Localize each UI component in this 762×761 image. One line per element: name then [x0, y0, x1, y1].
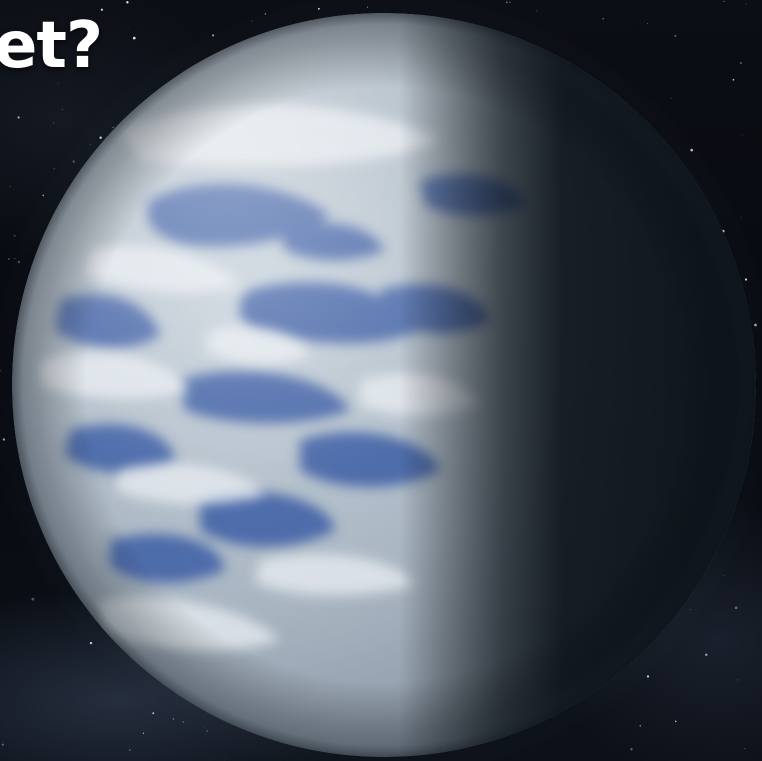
star [647, 23, 648, 25]
star [723, 574, 725, 576]
star [126, 1, 129, 4]
star [670, 97, 672, 99]
star [745, 3, 747, 5]
star [206, 730, 208, 732]
star [674, 34, 677, 37]
star [690, 609, 691, 610]
star [744, 278, 748, 281]
star [734, 606, 738, 610]
star [737, 679, 739, 681]
star [211, 34, 215, 37]
star [89, 641, 93, 645]
star [142, 732, 145, 734]
star [1, 743, 4, 746]
star [13, 234, 16, 237]
star [17, 116, 20, 119]
star [202, 727, 204, 729]
star [132, 36, 136, 40]
star [630, 748, 633, 751]
star [705, 653, 708, 656]
star [7, 257, 10, 260]
star [99, 136, 102, 139]
star [182, 721, 184, 723]
star [639, 725, 642, 727]
star [72, 160, 75, 163]
star [723, 0, 725, 3]
star [89, 143, 92, 146]
star [129, 749, 131, 751]
star [506, 1, 508, 4]
headline-text: et? [0, 9, 103, 83]
star [152, 712, 155, 715]
star [739, 61, 743, 65]
star [14, 258, 16, 260]
star [224, 759, 225, 761]
star [251, 20, 253, 22]
star [0, 369, 1, 372]
star [732, 78, 735, 81]
star [509, 1, 511, 3]
star [317, 7, 320, 10]
star [9, 186, 11, 188]
star [53, 122, 55, 124]
star [602, 17, 605, 20]
star [100, 8, 104, 11]
star [112, 126, 114, 128]
star [53, 168, 55, 170]
star [57, 82, 59, 84]
star [128, 28, 129, 29]
star [740, 216, 742, 218]
star [536, 10, 538, 12]
star [31, 597, 35, 601]
star [646, 675, 650, 678]
star [675, 720, 677, 723]
star [42, 194, 45, 197]
star [743, 748, 746, 750]
star [58, 670, 60, 671]
star [690, 148, 694, 152]
star [17, 260, 20, 263]
star [61, 109, 63, 110]
star [498, 5, 500, 7]
star [264, 13, 266, 15]
star [742, 134, 744, 136]
star [172, 718, 174, 720]
star [366, 6, 368, 8]
star [754, 323, 757, 327]
star [2, 438, 6, 441]
